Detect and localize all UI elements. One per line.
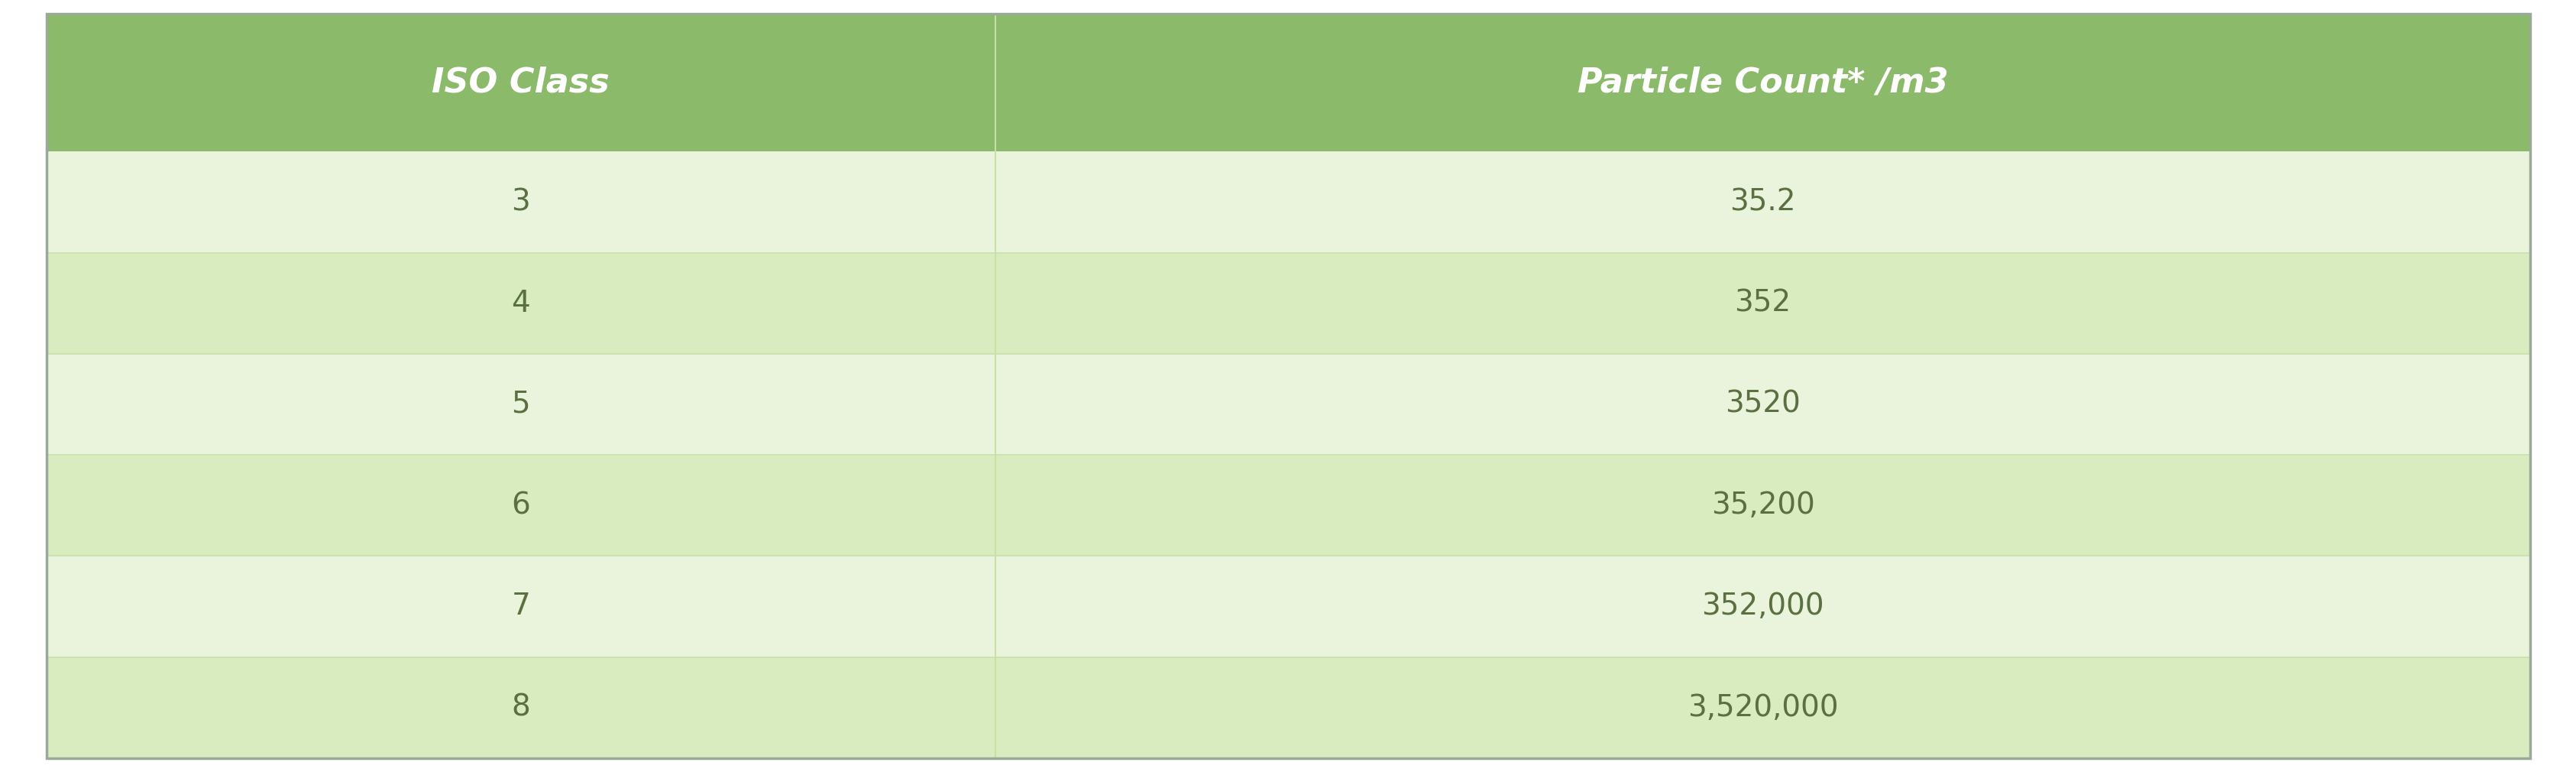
Bar — [46, 354, 2530, 455]
Bar — [46, 151, 2530, 252]
Text: 3,520,000: 3,520,000 — [1687, 693, 1837, 722]
Text: 352: 352 — [1734, 289, 1790, 318]
Text: Particle Count* /m3: Particle Count* /m3 — [1577, 66, 1947, 99]
Text: 352,000: 352,000 — [1700, 592, 1824, 621]
Text: 8: 8 — [510, 693, 531, 722]
Text: ISO Class: ISO Class — [433, 66, 611, 99]
Bar — [46, 252, 2530, 354]
Text: 5: 5 — [510, 390, 531, 419]
Bar — [46, 657, 2530, 758]
Text: 4: 4 — [510, 289, 531, 318]
Text: 3: 3 — [510, 188, 531, 217]
Text: 35,200: 35,200 — [1710, 491, 1814, 520]
Text: 35.2: 35.2 — [1728, 188, 1795, 217]
Text: 7: 7 — [510, 592, 531, 621]
Text: 3520: 3520 — [1723, 390, 1801, 419]
Bar — [46, 14, 2530, 151]
Bar — [46, 455, 2530, 556]
Text: 6: 6 — [510, 491, 531, 520]
Bar — [46, 556, 2530, 657]
